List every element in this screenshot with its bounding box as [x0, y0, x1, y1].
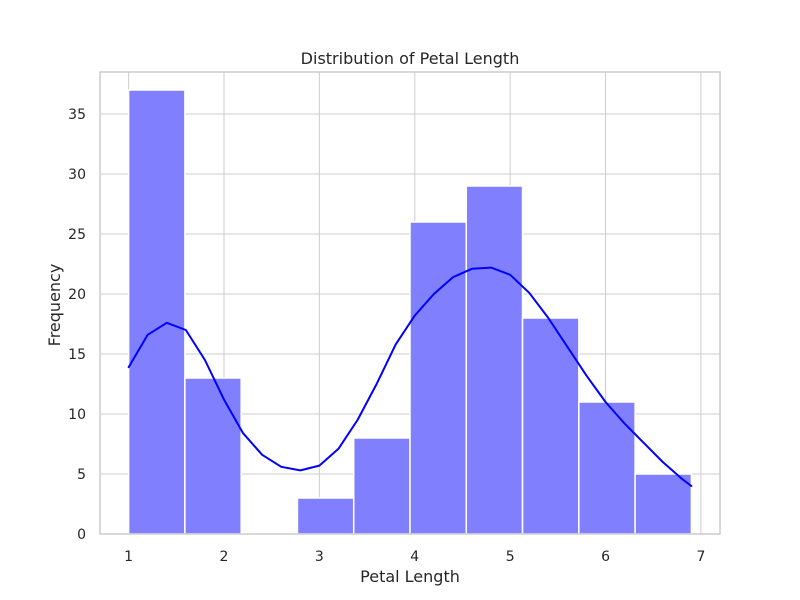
histogram-bar-8	[578, 401, 636, 535]
x-tick-label-6: 7	[696, 549, 705, 565]
x-tick-label-1: 2	[220, 549, 229, 565]
x-axis-label: Petal Length	[360, 567, 460, 586]
histogram-bar-5	[409, 221, 468, 535]
histogram-bar-4	[352, 437, 411, 535]
ticks-layer: 1 2 3 4 5 6 7 0 5 10 15 20 25 30 35	[68, 107, 705, 565]
histogram-bar-3	[296, 497, 355, 535]
histogram-bar-0	[127, 89, 186, 535]
x-tick-label-0: 1	[124, 549, 133, 565]
plot-frame	[99, 71, 721, 535]
y-tick-label-3: 15	[68, 347, 86, 363]
y-tick-label-6: 30	[68, 167, 86, 183]
histogram-bar-9	[634, 473, 693, 535]
bars-layer	[127, 89, 693, 535]
histogram-bar-1	[184, 377, 242, 535]
kde-layer	[127, 266, 693, 487]
y-axis-label: Frequency	[45, 264, 64, 347]
x-tick-label-3: 4	[410, 549, 419, 565]
plot-border	[99, 71, 721, 535]
x-tick-label-5: 6	[601, 549, 610, 565]
y-tick-label-0: 0	[77, 527, 86, 543]
y-tick-label-7: 35	[68, 107, 86, 123]
chart-title: Distribution of Petal Length	[301, 49, 520, 68]
y-tick-label-4: 20	[68, 287, 86, 303]
histogram-bar-7	[521, 317, 580, 535]
y-tick-label-5: 25	[68, 227, 86, 243]
kde-line	[127, 266, 693, 487]
x-tick-label-4: 5	[506, 549, 515, 565]
y-tick-label-2: 10	[68, 407, 86, 423]
histogram-bar-6	[465, 185, 524, 535]
y-tick-label-1: 5	[77, 467, 86, 483]
x-tick-label-2: 3	[315, 549, 324, 565]
